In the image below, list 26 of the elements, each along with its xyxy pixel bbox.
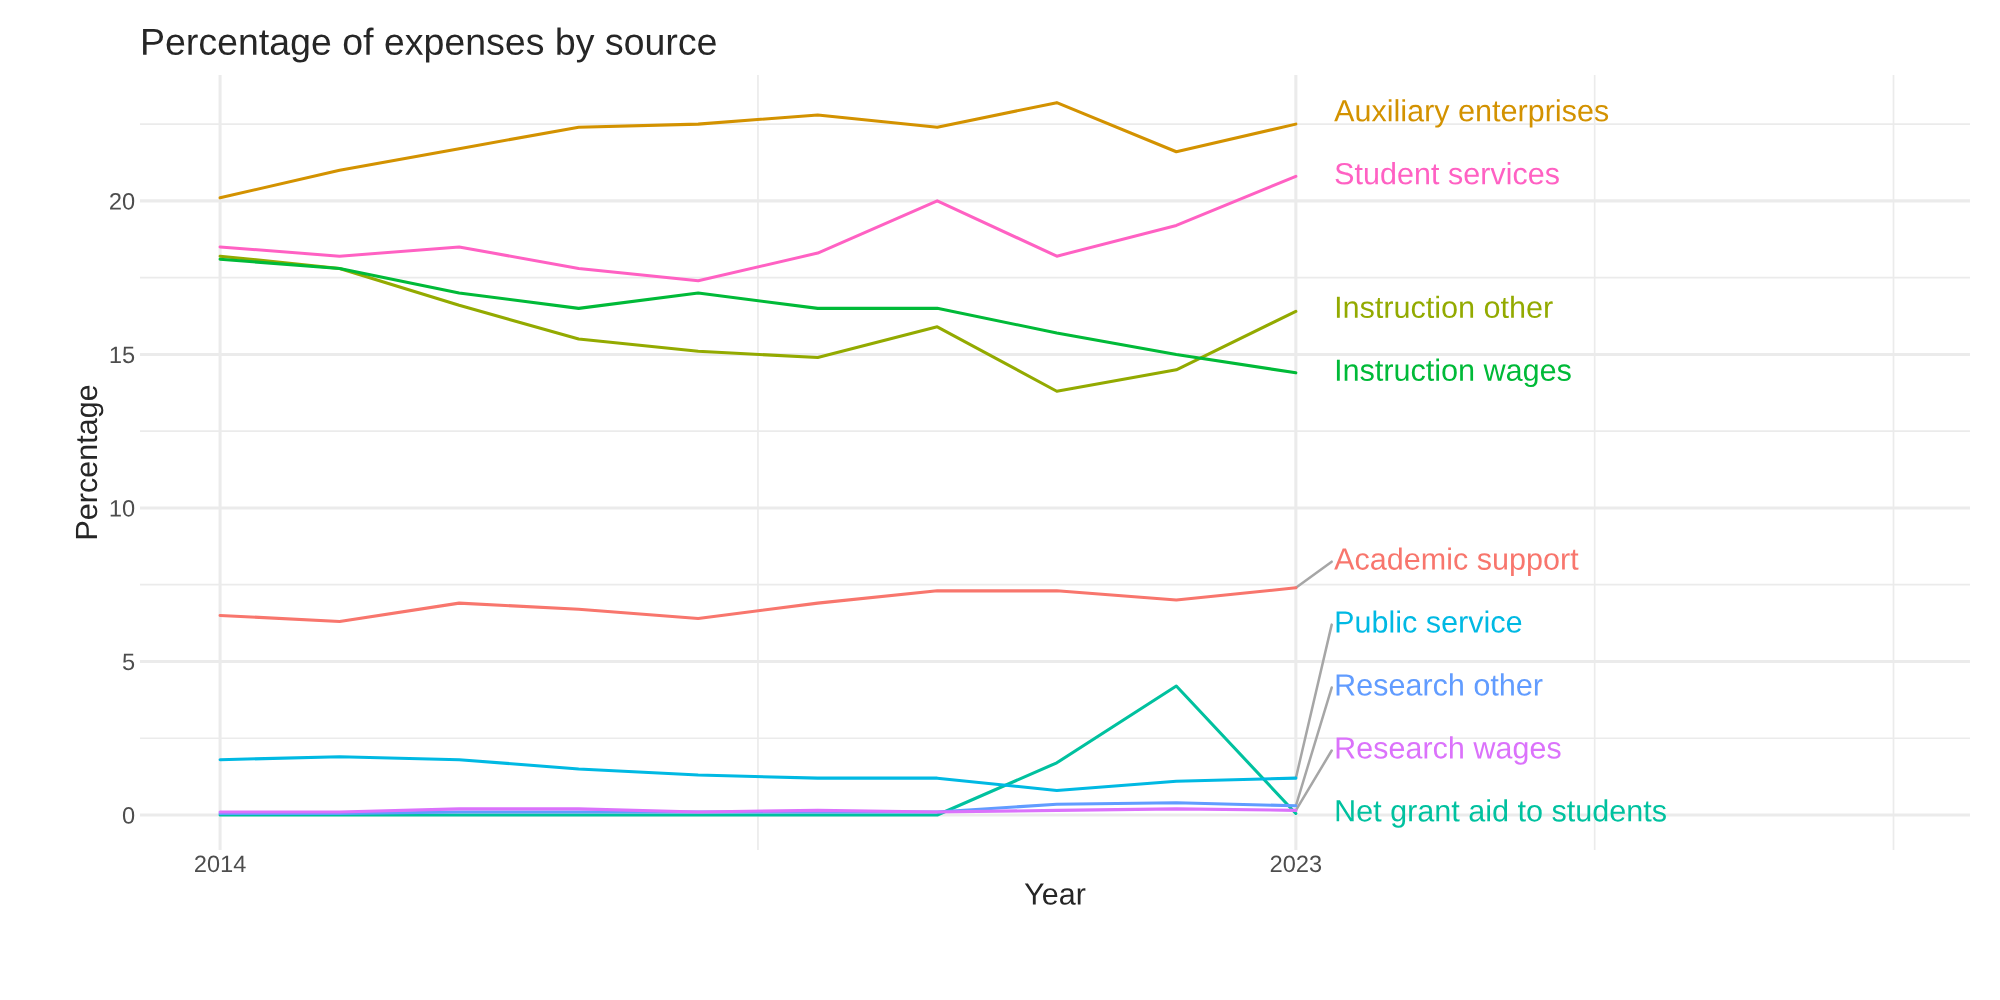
y-tick-label: 5 (122, 653, 135, 671)
series-label: Academic support (1334, 547, 1579, 576)
series-label: Net grant aid to students (1336, 799, 1666, 828)
series-label: Student services (1335, 162, 1559, 185)
line-series (218, 101, 1298, 200)
series-label: Auxiliary enterprises (1334, 99, 1609, 128)
line-series (218, 755, 1298, 792)
x-tick-label: 2014 (195, 855, 246, 873)
line-series (218, 254, 1298, 393)
line-series (218, 684, 1298, 817)
series-label: Instruction other (1336, 295, 1553, 319)
chart-title: Percentage of expenses by source (143, 27, 716, 63)
line-series (218, 257, 1298, 375)
line-series (218, 586, 1298, 624)
series-label: Instruction wages (1336, 358, 1571, 388)
line-series (218, 174, 1298, 283)
text: Public service (1336, 610, 1522, 633)
y-tick-label: 10 (110, 500, 135, 517)
text: Research wages (1336, 736, 1561, 765)
x-tick-label: 2023 (1270, 855, 1322, 873)
y-tick-label: 0 (122, 807, 135, 824)
y-tick-label: 20 (110, 192, 135, 210)
x-axis-title: Year (1024, 883, 1086, 905)
y-tick-label: 15 (110, 346, 135, 364)
text: Research other (1336, 673, 1543, 696)
y-axis-title: Percentage (75, 385, 104, 539)
